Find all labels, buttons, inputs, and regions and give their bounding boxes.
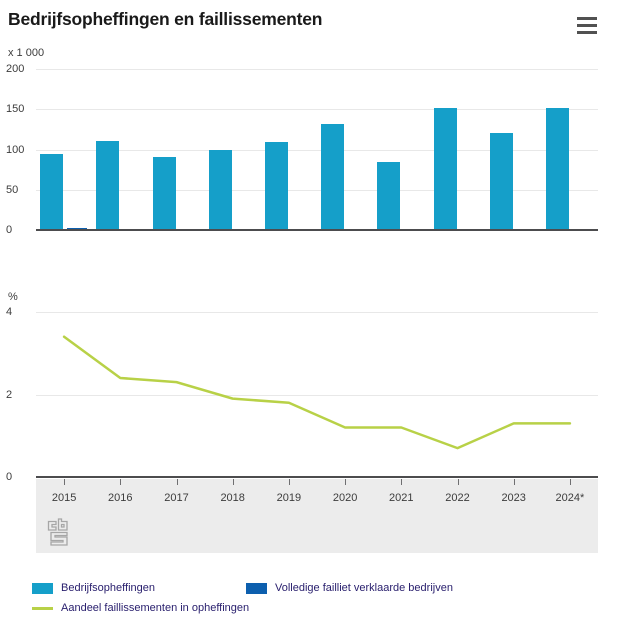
chart-title: Bedrijfsopheffingen en faillissementen <box>8 9 323 29</box>
bar-bedrijfsopheffingen <box>489 132 513 230</box>
legend-item-aandeel-faillissementen: Aandeel faillissementen in opheffingen <box>32 602 249 614</box>
line-ytick-label: 4 <box>6 306 13 318</box>
line-unit-label: % <box>8 291 18 303</box>
x-axis-tick <box>345 479 347 485</box>
bar-bedrijfsopheffingen <box>208 149 232 230</box>
x-axis-tick <box>176 479 178 485</box>
legend-label: Aandeel faillissementen in opheffingen <box>61 602 250 614</box>
line-ytick-label: 0 <box>6 471 13 483</box>
bar-bedrijfsopheffingen <box>433 108 457 230</box>
menu-button[interactable] <box>577 17 597 34</box>
bar-ytick-label: 100 <box>6 143 25 156</box>
x-axis-label: 2018 <box>220 492 245 504</box>
menu-icon <box>577 30 597 34</box>
x-axis-band <box>36 479 598 553</box>
legend-swatch-darkblue <box>246 582 267 594</box>
x-axis-label: 2019 <box>276 492 302 504</box>
line-x-axis <box>36 476 598 478</box>
bar-bedrijfsopheffingen <box>264 142 288 230</box>
menu-icon <box>577 23 597 28</box>
bar-ytick-label: 50 <box>6 183 19 196</box>
bar-x-axis <box>36 229 598 231</box>
line-gridline <box>36 394 598 396</box>
bar-bedrijfsopheffingen <box>40 153 64 230</box>
x-axis-label: 2015 <box>51 492 77 504</box>
legend-swatch-teal <box>32 582 53 594</box>
bar-bedrijfsopheffingen <box>545 107 569 230</box>
bar-ytick-label: 0 <box>6 224 13 236</box>
x-axis-tick <box>569 479 571 485</box>
legend-item-bedrijfsopheffingen: Bedrijfsopheffingen <box>32 582 155 594</box>
x-axis-tick <box>232 479 234 485</box>
x-axis-tick <box>401 479 403 485</box>
bar-unit-label: x 1 000 <box>8 47 45 59</box>
bar-ytick-label: 200 <box>6 63 25 75</box>
bar-failliet-verklaard <box>67 227 88 230</box>
bar-bedrijfsopheffingen <box>377 161 401 230</box>
x-axis-tick <box>120 479 122 485</box>
x-axis-tick <box>513 479 515 485</box>
line-ytick-label: 2 <box>6 388 13 401</box>
x-axis-tick <box>288 479 290 485</box>
bar-ytick-label: 150 <box>6 103 25 116</box>
x-axis-tick <box>64 479 66 485</box>
x-axis-label: 2023 <box>501 492 526 504</box>
line-gridline <box>36 312 598 313</box>
x-axis-label: 2020 <box>332 492 358 504</box>
x-axis-label: 2017 <box>164 492 189 504</box>
x-axis-tick <box>457 479 459 485</box>
x-axis-label: 2021 <box>389 492 414 504</box>
legend-label: Bedrijfsopheffingen <box>61 582 155 594</box>
bar-bedrijfsopheffingen <box>321 123 345 230</box>
menu-icon <box>577 17 597 21</box>
bar-bedrijfsopheffingen <box>152 156 176 230</box>
bar-bedrijfsopheffingen <box>96 140 120 230</box>
legend-label: Volledige failliet verklaarde bedrijven <box>275 582 453 594</box>
bar-gridline <box>36 149 598 151</box>
cbs-logo <box>47 518 68 546</box>
x-axis-label: 2016 <box>108 492 133 504</box>
x-axis-label: 2022 <box>445 492 470 504</box>
bar-gridline <box>36 189 598 191</box>
bar-gridline <box>36 109 598 111</box>
legend-swatch-line <box>32 606 53 610</box>
bar-gridline <box>36 69 598 70</box>
legend-item-faillietverklaarde: Volledige failliet verklaarde bedrijven <box>246 582 453 594</box>
x-axis-label: 2024* <box>555 492 585 504</box>
